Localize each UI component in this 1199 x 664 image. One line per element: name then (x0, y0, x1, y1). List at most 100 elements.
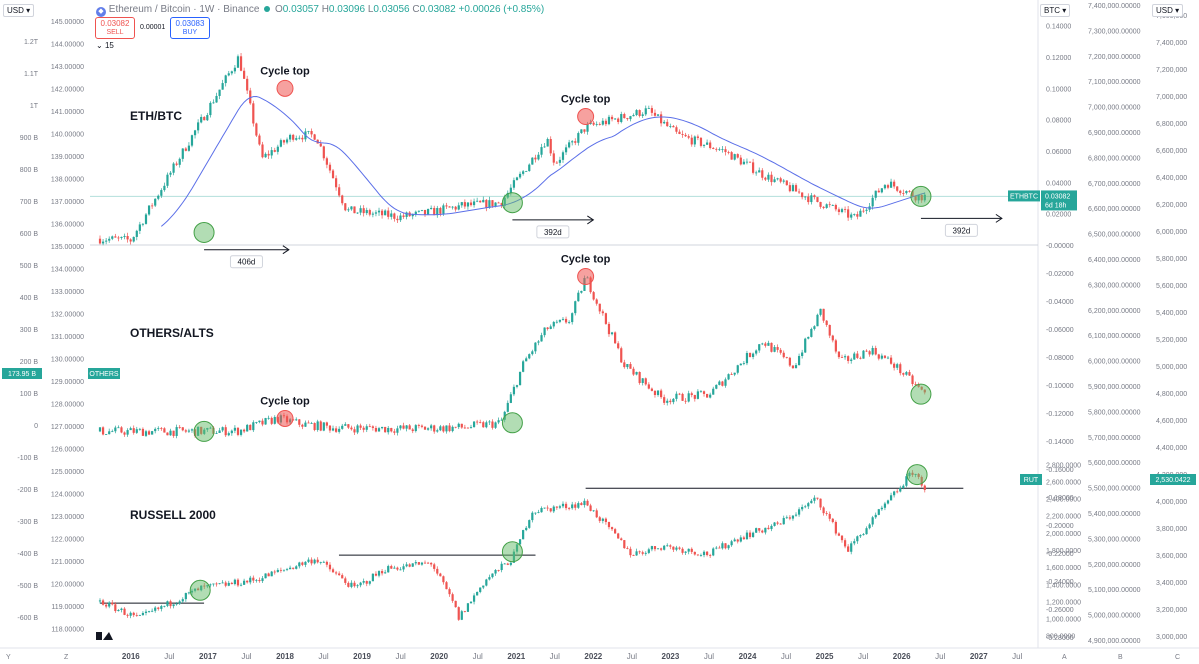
candle[interactable] (604, 120, 608, 125)
candle[interactable] (270, 417, 273, 424)
candle[interactable] (423, 426, 427, 430)
candle[interactable] (476, 591, 479, 596)
candle[interactable] (886, 357, 890, 359)
candle[interactable] (776, 522, 779, 524)
candle[interactable] (822, 206, 825, 208)
candle[interactable] (350, 206, 353, 210)
candle[interactable] (469, 601, 473, 604)
candle[interactable] (580, 503, 583, 506)
candle[interactable] (696, 391, 699, 399)
candle[interactable] (690, 393, 693, 396)
candle[interactable] (120, 427, 123, 433)
candle[interactable] (353, 582, 356, 587)
candle[interactable] (387, 566, 390, 573)
candle[interactable] (249, 90, 252, 104)
candle[interactable] (396, 567, 399, 570)
candle[interactable] (132, 428, 135, 433)
candle[interactable] (172, 430, 175, 436)
candle[interactable] (350, 582, 353, 587)
candle[interactable] (859, 210, 862, 217)
candle[interactable] (451, 206, 454, 208)
candle[interactable] (426, 428, 430, 430)
candle[interactable] (724, 379, 727, 386)
candle[interactable] (755, 350, 758, 354)
candle[interactable] (595, 510, 598, 518)
candle[interactable] (632, 368, 635, 375)
candle[interactable] (797, 191, 801, 193)
candle[interactable] (181, 599, 184, 602)
candle[interactable] (807, 196, 810, 203)
cycle-bottom-marker[interactable] (193, 221, 215, 243)
candle[interactable] (889, 181, 893, 188)
candle[interactable] (123, 608, 126, 615)
candle[interactable] (448, 425, 451, 432)
candle[interactable] (727, 374, 730, 380)
candle[interactable] (371, 573, 374, 582)
candle[interactable] (564, 318, 568, 323)
candle[interactable] (518, 539, 522, 545)
candle[interactable] (169, 172, 172, 175)
candle[interactable] (215, 432, 218, 434)
candle[interactable] (733, 539, 736, 542)
candle[interactable] (515, 177, 519, 181)
candle[interactable] (644, 108, 647, 115)
candle[interactable] (902, 485, 905, 489)
candle[interactable] (690, 137, 693, 145)
candle[interactable] (246, 78, 249, 91)
candle[interactable] (856, 214, 859, 217)
candle[interactable] (154, 607, 157, 611)
candle[interactable] (525, 358, 528, 362)
cycle-top-marker[interactable] (577, 268, 595, 286)
candle[interactable] (865, 350, 868, 352)
candle[interactable] (331, 170, 335, 179)
candle[interactable] (187, 430, 191, 432)
candle[interactable] (212, 102, 215, 104)
candle[interactable] (899, 190, 902, 194)
candle[interactable] (350, 427, 353, 430)
cycle-bottom-marker[interactable] (193, 420, 215, 442)
candle[interactable] (325, 422, 328, 426)
candle[interactable] (825, 513, 828, 514)
candle[interactable] (709, 394, 712, 398)
candle[interactable] (899, 364, 902, 374)
candle[interactable] (157, 195, 160, 199)
candle[interactable] (531, 512, 534, 521)
candle[interactable] (445, 205, 448, 207)
candle[interactable] (236, 427, 240, 435)
candle[interactable] (463, 611, 466, 613)
sell-button[interactable]: 0.03082 SELL (95, 17, 135, 39)
candle[interactable] (880, 507, 883, 510)
candle[interactable] (678, 393, 681, 395)
candle[interactable] (837, 533, 841, 536)
candle[interactable] (699, 137, 703, 146)
candle[interactable] (503, 563, 506, 565)
candle[interactable] (264, 573, 267, 579)
candle[interactable] (301, 137, 304, 140)
candle[interactable] (442, 576, 445, 583)
candle[interactable] (328, 164, 332, 171)
candle[interactable] (902, 193, 905, 194)
candle[interactable] (730, 541, 733, 546)
candle[interactable] (126, 614, 129, 616)
candle[interactable] (436, 430, 439, 432)
candle[interactable] (568, 322, 571, 323)
candle[interactable] (301, 424, 304, 427)
candle[interactable] (831, 205, 834, 206)
candle[interactable] (687, 548, 690, 552)
candle[interactable] (764, 177, 767, 180)
candle[interactable] (243, 70, 246, 79)
candle[interactable] (715, 148, 718, 150)
candle[interactable] (399, 215, 402, 221)
candle[interactable] (246, 424, 249, 432)
candle[interactable] (144, 431, 148, 436)
candle[interactable] (135, 615, 138, 616)
candle[interactable] (101, 600, 105, 605)
candle[interactable] (500, 563, 503, 571)
candle[interactable] (660, 548, 663, 550)
candle[interactable] (635, 110, 638, 116)
cycle-bottom-marker[interactable] (501, 541, 523, 563)
candle[interactable] (568, 142, 571, 148)
candle[interactable] (834, 521, 837, 534)
candle[interactable] (620, 538, 623, 541)
candle[interactable] (767, 527, 770, 530)
